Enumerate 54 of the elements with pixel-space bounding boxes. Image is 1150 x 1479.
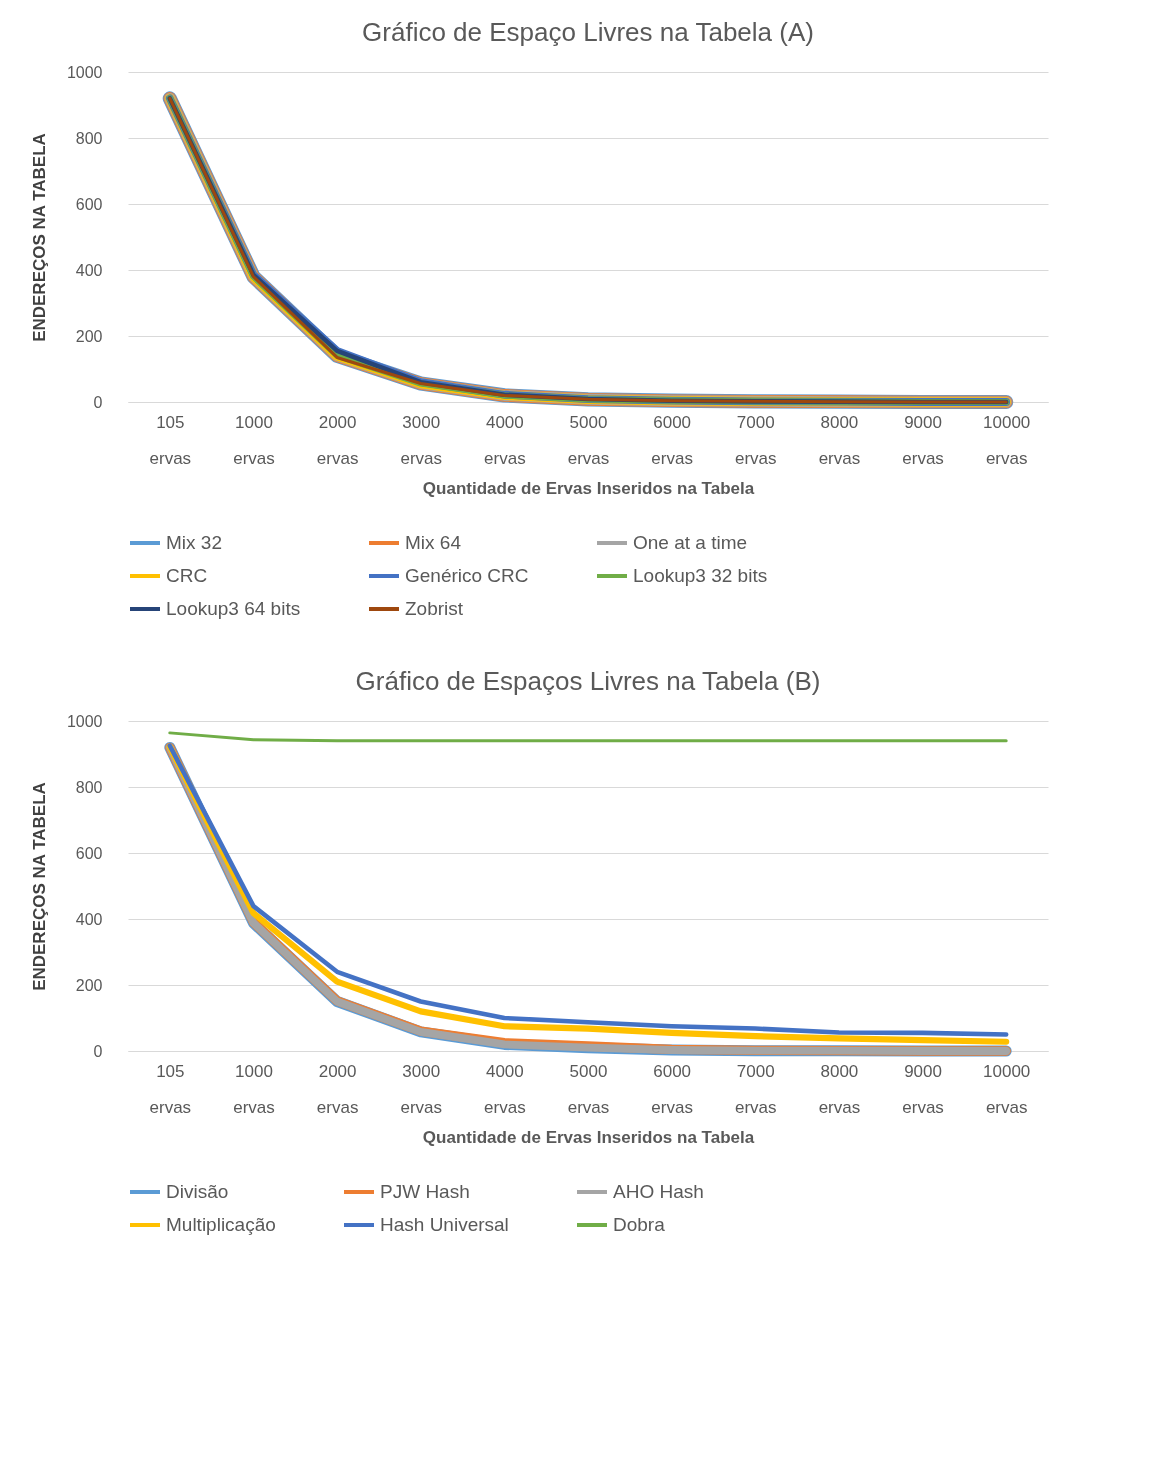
x-tick-label: 7000 ervas	[734, 412, 777, 468]
legend-label: Mix 64	[405, 532, 462, 553]
x-tick-label: 5000 ervas	[567, 412, 610, 468]
y-tick-label: 800	[75, 129, 103, 147]
legend-label: Zobrist	[405, 598, 464, 619]
x-tick-label: 4000 ervas	[484, 1061, 526, 1117]
x-tick-label: 5000 ervas	[567, 1061, 610, 1117]
legend-label: Hash Universal	[380, 1214, 509, 1235]
x-tick-label: 4000 ervas	[484, 412, 526, 468]
x-tick-label: 105 ervas	[149, 1061, 192, 1117]
x-tick-label: 3000 ervas	[400, 1061, 443, 1117]
legend-label: CRC	[166, 565, 208, 586]
legend-label: Genérico CRC	[405, 565, 529, 586]
legend-label: Lookup3 64 bits	[166, 598, 301, 619]
y-tick-label: 0	[93, 1042, 103, 1060]
x-tick-label: 6000 ervas	[651, 412, 693, 468]
x-tick-label: 9000 ervas	[902, 412, 944, 468]
y-tick-label: 600	[75, 195, 103, 213]
chart-title: Gráfico de Espaço Livres na Tabela (A)	[362, 17, 814, 47]
y-axis-title: ENDEREÇOS NA TABELA	[29, 782, 49, 991]
legend-label: PJW Hash	[380, 1181, 470, 1202]
y-tick-label: 200	[75, 976, 103, 994]
y-tick-label: 1000	[66, 63, 103, 81]
y-tick-label: 1000	[66, 712, 103, 730]
y-tick-label: 400	[75, 910, 103, 928]
legend-label: One at a time	[633, 532, 748, 553]
x-tick-label: 2000 ervas	[316, 1061, 359, 1117]
legend-label: Dobra	[613, 1214, 666, 1235]
x-tick-label: 8000 ervas	[818, 1061, 861, 1117]
x-tick-label: 10000 ervas	[983, 1061, 1031, 1117]
x-tick-label: 1000 ervas	[233, 412, 275, 468]
x-tick-label: 2000 ervas	[316, 412, 359, 468]
x-tick-label: 3000 ervas	[400, 412, 443, 468]
x-tick-label: 9000 ervas	[902, 1061, 944, 1117]
x-tick-label: 6000 ervas	[651, 1061, 693, 1117]
x-axis-title: Quantidade de Ervas Inseridos na Tabela	[422, 478, 755, 498]
y-tick-label: 200	[75, 327, 103, 345]
chart-title: Gráfico de Espaços Livres na Tabela (B)	[355, 666, 821, 696]
y-tick-label: 800	[75, 778, 103, 796]
y-axis-title: ENDEREÇOS NA TABELA	[29, 133, 49, 342]
x-tick-label: 8000 ervas	[818, 412, 861, 468]
legend-label: Mix 32	[166, 532, 222, 553]
y-tick-label: 0	[93, 393, 103, 411]
legend-label: AHO Hash	[613, 1181, 704, 1202]
x-tick-label: 7000 ervas	[734, 1061, 777, 1117]
legend-label: Lookup3 32 bits	[633, 565, 768, 586]
y-tick-label: 400	[75, 261, 103, 279]
x-tick-label: 10000 ervas	[983, 412, 1031, 468]
legend-label: Divisão	[166, 1181, 229, 1202]
x-axis-title: Quantidade de Ervas Inseridos na Tabela	[422, 1127, 755, 1147]
x-tick-label: 1000 ervas	[233, 1061, 275, 1117]
legend-label: Multiplicação	[166, 1214, 276, 1235]
x-tick-label: 105 ervas	[149, 412, 192, 468]
y-tick-label: 600	[75, 844, 103, 862]
